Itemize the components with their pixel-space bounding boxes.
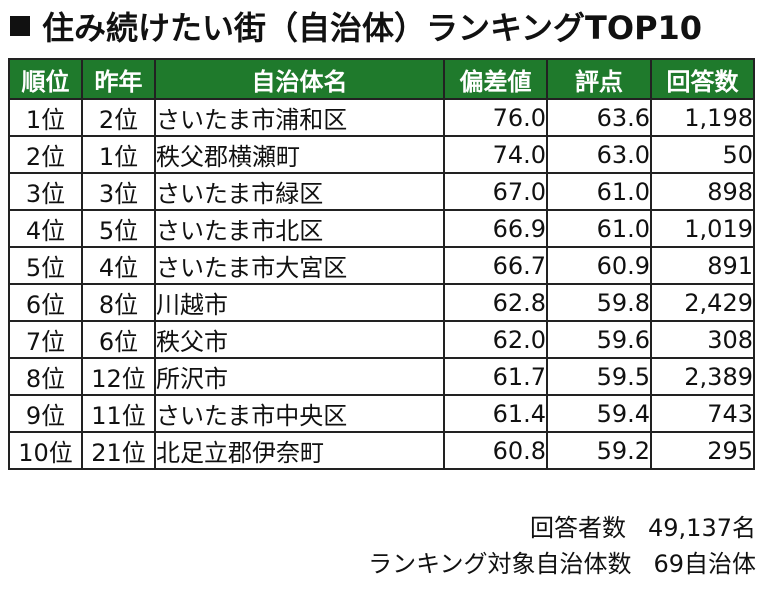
cell-municipality: さいたま市緑区	[154, 172, 445, 211]
cell-rank: 5位	[8, 246, 83, 285]
cell-rank: 6位	[8, 283, 83, 322]
cell-municipality: 北足立郡伊奈町	[154, 431, 445, 470]
cell-municipality: さいたま市中央区	[154, 394, 445, 433]
header-prev-year: 昨年	[81, 58, 156, 100]
cell-prev-year: 3位	[81, 172, 156, 211]
cell-prev-year: 4位	[81, 246, 156, 285]
cell-responses: 743	[650, 394, 755, 433]
cell-municipality: 秩父市	[154, 320, 445, 359]
respondents-label: 回答者数	[530, 514, 627, 542]
cell-rank: 7位	[8, 320, 83, 359]
header-deviation: 偏差値	[443, 58, 548, 100]
cell-responses: 295	[650, 431, 755, 470]
cell-deviation: 74.0	[443, 135, 548, 174]
cell-prev-year: 11位	[81, 394, 156, 433]
cell-prev-year: 21位	[81, 431, 156, 470]
cell-prev-year: 8位	[81, 283, 156, 322]
cell-municipality: 川越市	[154, 283, 445, 322]
cell-prev-year: 2位	[81, 98, 156, 137]
cell-municipality: さいたま市大宮区	[154, 246, 445, 285]
cell-score: 59.8	[546, 283, 652, 322]
cell-responses: 1,019	[650, 209, 755, 248]
targets-label: ランキング対象自治体数	[368, 550, 632, 578]
cell-deviation: 61.7	[443, 357, 548, 396]
cell-responses: 1,198	[650, 98, 755, 137]
cell-responses: 308	[650, 320, 755, 359]
cell-prev-year: 5位	[81, 209, 156, 248]
cell-deviation: 61.4	[443, 394, 548, 433]
table-header-row: 順位 昨年 自治体名 偏差値 評点 回答数	[8, 58, 755, 100]
table-row: 9位 11位 さいたま市中央区 61.4 59.4 743	[8, 394, 755, 433]
cell-deviation: 66.7	[443, 246, 548, 285]
respondents-summary: 回答者数 49,137名	[530, 508, 756, 543]
page-title: 住み続けたい街（自治体）ランキングTOP10	[8, 4, 702, 48]
cell-responses: 50	[650, 135, 755, 174]
cell-score: 63.6	[546, 98, 652, 137]
table-row: 5位 4位 さいたま市大宮区 66.7 60.9 891	[8, 246, 755, 285]
targets-summary: ランキング対象自治体数 69自治体	[368, 544, 756, 579]
cell-score: 63.0	[546, 135, 652, 174]
header-score: 評点	[546, 58, 652, 100]
cell-deviation: 60.8	[443, 431, 548, 470]
cell-deviation: 62.8	[443, 283, 548, 322]
cell-deviation: 66.9	[443, 209, 548, 248]
header-rank: 順位	[8, 58, 83, 100]
header-municipality: 自治体名	[154, 58, 445, 100]
cell-rank: 9位	[8, 394, 83, 433]
cell-prev-year: 1位	[81, 135, 156, 174]
table-row: 4位 5位 さいたま市北区 66.9 61.0 1,019	[8, 209, 755, 248]
targets-value: 69自治体	[653, 550, 756, 578]
title-bullet-square-icon	[10, 16, 30, 36]
respondents-value: 49,137名	[648, 514, 756, 542]
header-responses: 回答数	[650, 58, 755, 100]
cell-rank: 2位	[8, 135, 83, 174]
table-row: 7位 6位 秩父市 62.0 59.6 308	[8, 320, 755, 359]
cell-rank: 4位	[8, 209, 83, 248]
cell-municipality: さいたま市浦和区	[154, 98, 445, 137]
cell-deviation: 76.0	[443, 98, 548, 137]
cell-score: 59.5	[546, 357, 652, 396]
cell-score: 61.0	[546, 209, 652, 248]
cell-deviation: 62.0	[443, 320, 548, 359]
cell-rank: 3位	[8, 172, 83, 211]
cell-rank: 10位	[8, 431, 83, 470]
cell-responses: 2,429	[650, 283, 755, 322]
table-row: 6位 8位 川越市 62.8 59.8 2,429	[8, 283, 755, 322]
cell-rank: 8位	[8, 357, 83, 396]
cell-responses: 891	[650, 246, 755, 285]
cell-rank: 1位	[8, 98, 83, 137]
cell-municipality: 所沢市	[154, 357, 445, 396]
table-row: 1位 2位 さいたま市浦和区 76.0 63.6 1,198	[8, 98, 755, 137]
cell-score: 59.4	[546, 394, 652, 433]
cell-score: 59.2	[546, 431, 652, 470]
table-row: 10位 21位 北足立郡伊奈町 60.8 59.2 295	[8, 431, 755, 470]
cell-responses: 898	[650, 172, 755, 211]
table-body: 1位 2位 さいたま市浦和区 76.0 63.6 1,198 2位 1位 秩父郡横瀬町 74.0 6…	[8, 98, 755, 470]
cell-score: 61.0	[546, 172, 652, 211]
table-row: 8位 12位 所沢市 61.7 59.5 2,389	[8, 357, 755, 396]
cell-deviation: 67.0	[443, 172, 548, 211]
title-text: 住み続けたい街（自治体）ランキングTOP10	[42, 9, 703, 47]
cell-score: 59.6	[546, 320, 652, 359]
cell-prev-year: 12位	[81, 357, 156, 396]
cell-score: 60.9	[546, 246, 652, 285]
cell-municipality: 秩父郡横瀬町	[154, 135, 445, 174]
table-row: 3位 3位 さいたま市緑区 67.0 61.0 898	[8, 172, 755, 211]
cell-prev-year: 6位	[81, 320, 156, 359]
cell-responses: 2,389	[650, 357, 755, 396]
ranking-table: 順位 昨年 自治体名 偏差値 評点 回答数 1位 2位 さいたま市浦和区 76.0 63…	[8, 58, 755, 470]
table-row: 2位 1位 秩父郡横瀬町 74.0 63.0 50	[8, 135, 755, 174]
cell-municipality: さいたま市北区	[154, 209, 445, 248]
